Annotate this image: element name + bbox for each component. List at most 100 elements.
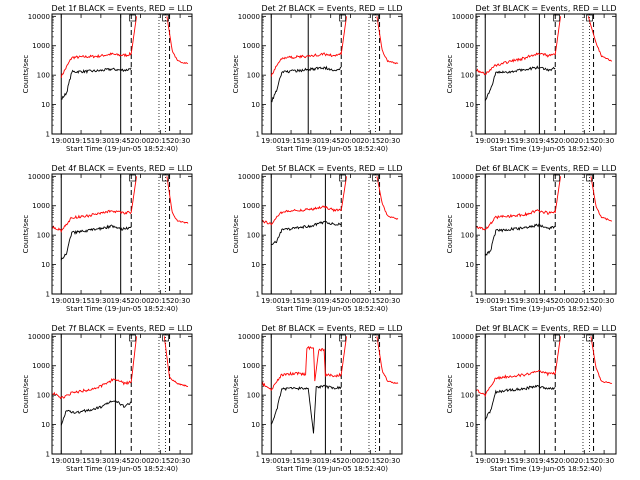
x-tick-label: 19:45	[535, 297, 555, 305]
panel-det-6: Det 6f BLACK = Events, RED = LLD 1 10 100 10…	[446, 164, 617, 313]
top-marker-box	[162, 174, 169, 182]
y-tick-label: 10000	[452, 333, 474, 341]
x-tick-label: 20:30	[380, 137, 400, 145]
lld-series-line	[476, 336, 561, 398]
y-tick-label: 10	[465, 101, 474, 109]
y-tick-label: 10	[41, 261, 50, 269]
x-tick-label: 20:15	[574, 137, 594, 145]
x-tick-label: 19:45	[111, 297, 131, 305]
axes-frame	[51, 333, 193, 455]
events-series-line	[60, 224, 132, 261]
x-tick-label: 19:45	[111, 137, 131, 145]
x-tick-label: 19:00	[261, 137, 281, 145]
y-tick-label: 10000	[238, 333, 260, 341]
y-tick-label: 10000	[452, 173, 474, 181]
y-tick-label: 10	[251, 101, 260, 109]
lld-series-line-post	[590, 336, 613, 384]
x-tick-label: 19:15	[281, 457, 301, 465]
panel-det-8: Det 8f BLACK = Events, RED = LLD 1 10 100 10…	[232, 324, 403, 473]
y-tick-label: 1000	[32, 42, 50, 50]
x-axis-label: Start Time (19-Jun-05 18:52:40)	[276, 305, 388, 313]
top-marker-box	[162, 334, 169, 342]
y-tick-label: 1	[256, 131, 260, 139]
top-marker-box	[129, 174, 136, 182]
events-series-line	[484, 384, 556, 421]
x-tick-label: 20:00	[340, 297, 360, 305]
y-tick-label: 1000	[32, 362, 50, 370]
y-tick-label: 1000	[32, 202, 50, 210]
axes-frame	[51, 13, 193, 135]
x-tick-label: 20:15	[150, 457, 170, 465]
events-series-line	[484, 65, 556, 101]
axes-frame	[261, 173, 403, 295]
x-tick-label: 19:15	[71, 297, 91, 305]
x-tick-label: 19:15	[71, 137, 91, 145]
y-tick-label: 100	[247, 232, 260, 240]
y-tick-label: 100	[37, 72, 50, 80]
x-tick-label: 20:00	[130, 457, 150, 465]
panel-title: Det 4f BLACK = Events, RED = LLD	[51, 164, 192, 173]
panel-title: Det 1f BLACK = Events, RED = LLD	[51, 4, 192, 13]
x-tick-label: 19:15	[495, 297, 515, 305]
lld-series-line-post	[376, 336, 399, 384]
lld-series-line	[262, 336, 347, 392]
x-tick-label: 20:00	[554, 457, 574, 465]
x-tick-label: 19:30	[515, 457, 535, 465]
x-tick-label: 19:15	[495, 137, 515, 145]
top-marker-box	[162, 14, 169, 22]
lld-series-line	[476, 176, 561, 231]
events-series-line	[61, 67, 132, 100]
y-tick-label: 100	[461, 72, 474, 80]
y-axis-label: Counts/sec	[22, 375, 30, 414]
x-axis-label: Start Time (19-Jun-05 18:52:40)	[490, 145, 602, 153]
y-tick-label: 10	[251, 421, 260, 429]
y-tick-label: 1000	[456, 42, 474, 50]
panel-det-7: Det 7f BLACK = Events, RED = LLD 1 10 100 10…	[22, 324, 193, 473]
lld-series-line-post	[166, 16, 189, 64]
x-tick-label: 20:00	[554, 297, 574, 305]
x-tick-label: 20:30	[170, 457, 190, 465]
x-tick-label: 19:00	[51, 137, 71, 145]
top-marker-box	[372, 14, 379, 22]
x-tick-label: 19:30	[301, 297, 321, 305]
x-tick-label: 19:00	[261, 297, 281, 305]
x-tick-label: 20:30	[380, 457, 400, 465]
y-tick-label: 1	[470, 131, 474, 139]
y-axis-label: Counts/sec	[446, 375, 454, 414]
lld-series-line	[52, 336, 137, 400]
x-tick-label: 20:30	[380, 297, 400, 305]
y-axis-label: Counts/sec	[446, 215, 454, 254]
lld-series-line	[476, 16, 561, 76]
events-series-line	[271, 220, 342, 245]
top-marker-box	[129, 14, 136, 22]
axes-frame	[475, 13, 617, 135]
top-marker-box	[372, 174, 379, 182]
y-tick-label: 10000	[238, 173, 260, 181]
y-tick-label: 10000	[238, 13, 260, 21]
top-marker-box	[129, 334, 136, 342]
top-marker-box	[553, 14, 560, 22]
y-tick-label: 10000	[28, 13, 50, 21]
top-marker-box	[339, 14, 346, 22]
x-tick-label: 20:00	[554, 137, 574, 145]
events-series-line	[60, 400, 132, 426]
x-tick-label: 20:00	[340, 457, 360, 465]
top-marker-box	[553, 334, 560, 342]
x-tick-label: 20:30	[594, 297, 614, 305]
axes-frame	[475, 333, 617, 455]
x-tick-label: 19:00	[475, 297, 495, 305]
x-tick-label: 20:15	[574, 297, 594, 305]
x-tick-label: 20:00	[130, 137, 150, 145]
y-axis-label: Counts/sec	[232, 215, 240, 254]
y-axis-label: Counts/sec	[446, 55, 454, 94]
y-tick-label: 100	[461, 232, 474, 240]
y-tick-label: 1000	[242, 42, 260, 50]
panel-title: Det 9f BLACK = Events, RED = LLD	[475, 324, 616, 333]
x-tick-label: 20:15	[360, 137, 380, 145]
x-tick-label: 20:15	[150, 297, 170, 305]
lld-series-line-post	[590, 176, 613, 222]
y-tick-label: 1000	[456, 202, 474, 210]
axes-frame	[51, 173, 193, 295]
y-axis-label: Counts/sec	[22, 215, 30, 254]
